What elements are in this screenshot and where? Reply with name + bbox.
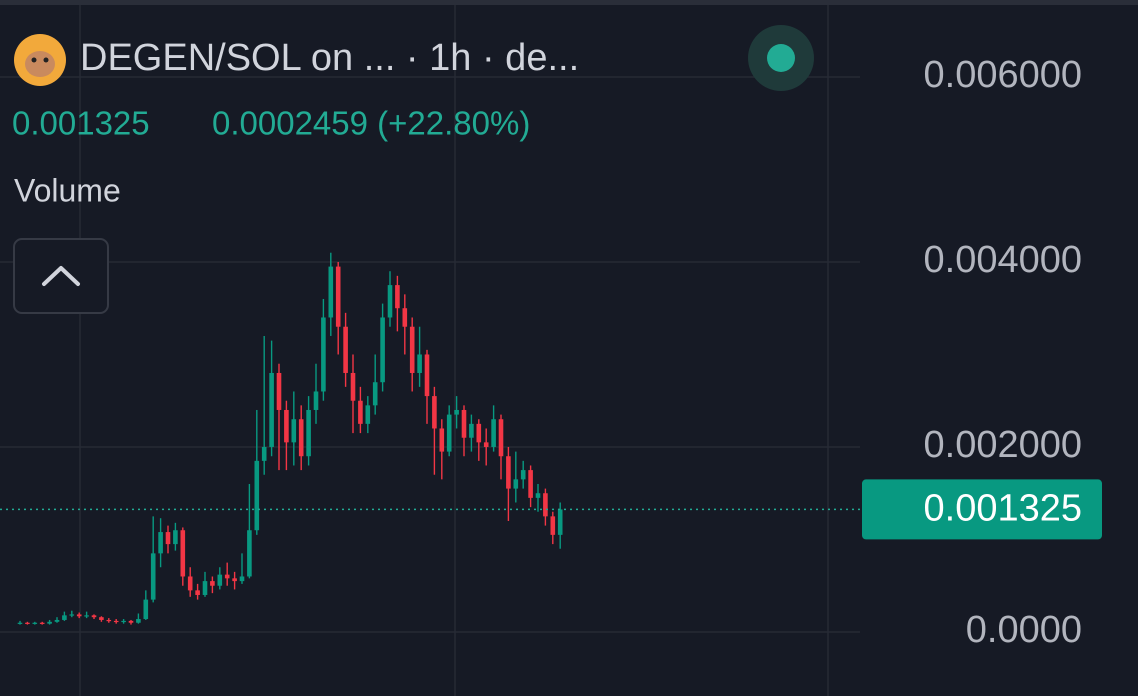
candle-body (313, 391, 319, 410)
candle-body (195, 590, 200, 595)
candle-body (165, 532, 171, 545)
candle-body (113, 620, 119, 623)
candle-body (143, 599, 149, 620)
candle-body (202, 581, 208, 595)
candle-body (247, 530, 252, 577)
candle-body (439, 428, 445, 452)
candle-body (187, 576, 193, 591)
candle-body (528, 470, 533, 498)
candle-body (269, 372, 274, 447)
candle-body (491, 419, 496, 447)
y-tick-label: 0.006000 (924, 54, 1083, 96)
top-border (0, 0, 1138, 5)
candle-body (69, 614, 75, 616)
candle-body (321, 317, 326, 392)
candle-body (498, 419, 504, 457)
token-logo-face (25, 51, 55, 77)
candle-body (395, 285, 400, 309)
candle-body (284, 409, 289, 443)
candle-body (454, 409, 459, 415)
candle-body (432, 396, 437, 429)
candle-body (557, 509, 563, 535)
candle-body (409, 326, 415, 373)
candle-body (232, 578, 237, 582)
candle-body (358, 400, 363, 424)
candle-body (335, 266, 341, 327)
grid (0, 5, 860, 696)
collapse-button[interactable] (13, 238, 109, 314)
price-change: 0.0002459 (+22.80%) (212, 105, 530, 142)
token-logo-eye (31, 57, 37, 63)
last-price: 0.001325 (12, 105, 150, 142)
candle-body (32, 622, 38, 624)
candle-body (372, 382, 378, 406)
candle-body (25, 622, 30, 624)
candle-body (261, 446, 267, 461)
y-tick-label: 0.004000 (924, 239, 1083, 281)
candle-body (254, 460, 260, 531)
candle-body (128, 620, 134, 623)
candle-body (217, 574, 223, 586)
candle-body (150, 553, 156, 600)
candle-body (91, 615, 97, 618)
candle-body (47, 621, 52, 624)
candles (17, 252, 563, 625)
candle-body (402, 308, 408, 327)
candle-body (513, 479, 519, 489)
candle-body (39, 622, 45, 624)
candle-body (158, 532, 163, 554)
y-tick-label: 0.002000 (924, 424, 1083, 466)
candle-body (550, 516, 556, 535)
candle-body (343, 326, 348, 373)
candle-body (291, 419, 297, 443)
candle-body (365, 405, 371, 424)
candle-body (121, 620, 126, 623)
candle-body (99, 617, 104, 620)
header: DEGEN/SOL on ... · 1h · de... 0.001325 0… (12, 25, 814, 314)
candle-body (136, 619, 141, 623)
status-dot (767, 44, 795, 72)
candle-body (543, 493, 548, 517)
symbol-title: DEGEN/SOL on ... · 1h · de... (80, 37, 579, 79)
candle-body (417, 354, 422, 373)
volume-label: Volume (14, 172, 121, 208)
candle-body (106, 619, 112, 622)
candle-body (276, 372, 282, 410)
last-price-box (862, 479, 1102, 540)
candle-body (446, 414, 452, 452)
candle-body (76, 614, 82, 617)
candle-body (62, 615, 67, 620)
candle-body (520, 470, 526, 480)
candle-body (180, 530, 186, 577)
candle-body (506, 456, 511, 489)
candle-body (328, 266, 334, 318)
token-logo-eye (43, 57, 49, 63)
candle-body (239, 576, 245, 582)
candle-body (210, 581, 215, 586)
last-price-label: 0.001325 (924, 487, 1083, 529)
candle-body (461, 409, 467, 438)
candle-body (380, 317, 385, 383)
candle-body (483, 442, 489, 447)
candle-body (84, 615, 89, 617)
candle-body (298, 419, 304, 457)
candle-body (224, 574, 230, 579)
candle-body (17, 622, 23, 624)
candle-body (387, 285, 393, 318)
candle-body (306, 409, 311, 457)
candle-body (535, 493, 541, 498)
candle-body (424, 354, 430, 397)
candle-body (469, 423, 474, 438)
y-tick-label: 0.0000 (966, 609, 1082, 651)
candle-body (476, 423, 482, 443)
caret-icon (42, 266, 80, 286)
candle-body (54, 619, 60, 622)
candle-body (350, 372, 356, 401)
candle-body (173, 530, 178, 545)
